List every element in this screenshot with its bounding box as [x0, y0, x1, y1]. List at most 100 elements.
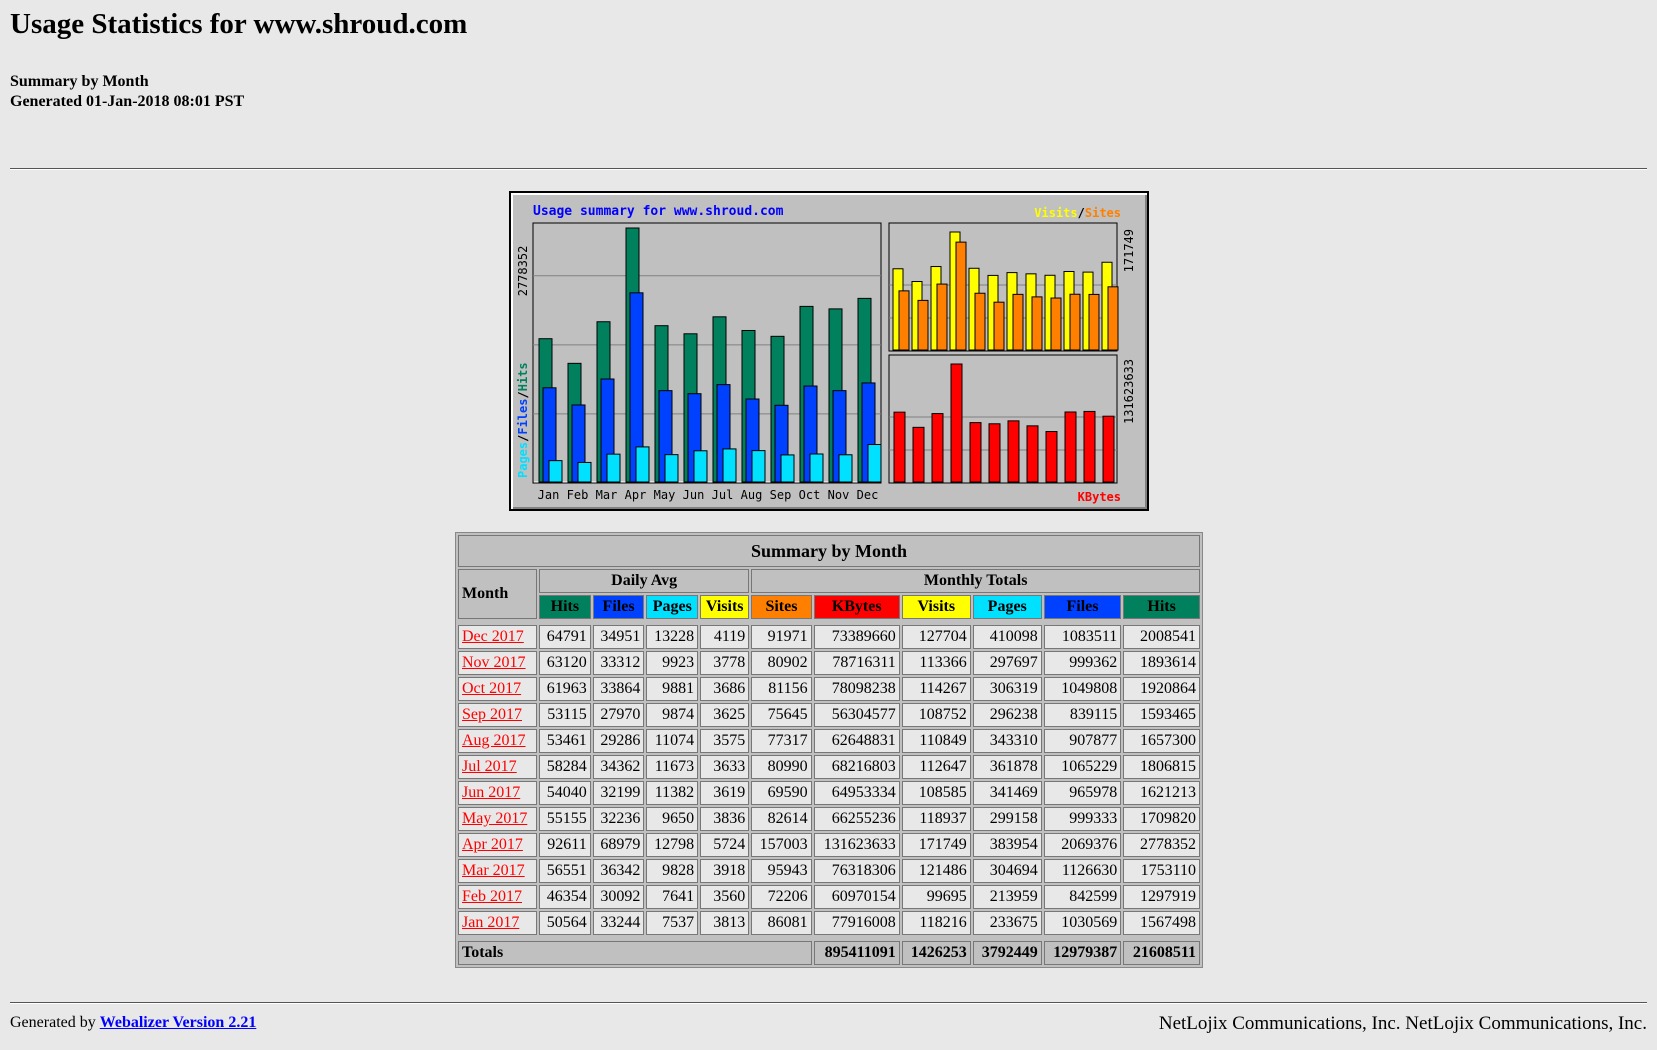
daily-hits-cell: 64791 [539, 625, 591, 649]
month-tick-label: Jan [538, 488, 560, 502]
kbytes-bar [969, 422, 982, 483]
monthly-kbytes-cell: 73389660 [813, 625, 900, 649]
monthly-sites-cell: 82614 [751, 807, 812, 831]
month-link[interactable]: Apr 2017 [462, 836, 523, 853]
month-cell: Nov 2017 [458, 651, 537, 675]
pages-bar [635, 446, 650, 483]
month-cell: Jul 2017 [458, 755, 537, 779]
monthly-visits-cell: 114267 [901, 677, 971, 701]
daily-hits-cell: 56551 [539, 859, 591, 883]
daily-hits-cell: 92611 [539, 833, 591, 857]
monthly-kbytes-cell: 78716311 [813, 651, 900, 675]
monthly-hits-cell: 1657300 [1123, 729, 1200, 753]
month-tick-label: Nov [828, 488, 850, 502]
month-tick-label: Jul [712, 488, 734, 502]
footer-generated-by-text: Generated by [10, 1014, 96, 1031]
kbytes-legend: KBytes [1078, 490, 1121, 504]
totals-row: Totals 895411091 1426253 3792449 12979387 216… [458, 941, 1200, 965]
pages-legend: Pages [516, 442, 530, 478]
month-tick-label: Dec [857, 488, 879, 502]
sites-bar [1012, 293, 1024, 351]
month-link[interactable]: May 2017 [462, 810, 528, 827]
monthly-hits-cell: 2008541 [1123, 625, 1200, 649]
monthly-kbytes-cell: 56304577 [813, 703, 900, 727]
daily-visits-cell: 3625 [700, 703, 750, 727]
daily-visits-cell: 5724 [700, 833, 750, 857]
month-cell: Mar 2017 [458, 859, 537, 883]
month-link[interactable]: Aug 2017 [462, 732, 526, 749]
daily-pages-cell: 7537 [646, 911, 699, 935]
monthly-pages-cell: 233675 [972, 911, 1042, 935]
monthly-sites-cell: 80990 [751, 755, 812, 779]
left-panel-frame [532, 222, 882, 484]
monthly-pages-cell: 410098 [972, 625, 1042, 649]
month-cell: Oct 2017 [458, 677, 537, 701]
daily-pages-cell: 9874 [646, 703, 699, 727]
month-link[interactable]: Dec 2017 [462, 628, 524, 645]
sites-bar [1050, 297, 1062, 351]
monthly-files-cell: 1126630 [1043, 859, 1122, 883]
monthly-files-cell: 1065229 [1043, 755, 1122, 779]
daily-files-cell: 29286 [592, 729, 645, 753]
daily-hits-cell: 53115 [539, 703, 591, 727]
monthly-pages-cell: 343310 [972, 729, 1042, 753]
webalizer-link[interactable]: Webalizer Version 2.21 [99, 1014, 257, 1031]
daily-files-cell: 33312 [592, 651, 645, 675]
pages-bar [751, 450, 766, 483]
monthly-sites-cell: 95943 [751, 859, 812, 883]
month-link[interactable]: Sep 2017 [462, 706, 522, 723]
pages-bar [548, 460, 563, 483]
monthly-visits-cell: 121486 [901, 859, 971, 883]
monthly-kbytes-cell: 66255236 [813, 807, 900, 831]
daily-visits-cell: 3778 [700, 651, 750, 675]
row-separator-cell [458, 937, 1200, 939]
sites-legend: Sites [1085, 206, 1121, 220]
monthly-sites-cell: 69590 [751, 781, 812, 805]
daily-files-header: Files [592, 595, 645, 619]
left-axis-legend: Pages/Files/Hits [516, 362, 530, 478]
daily-files-cell: 32199 [592, 781, 645, 805]
monthly-pages-cell: 341469 [972, 781, 1042, 805]
monthly-pages-cell: 304694 [972, 859, 1042, 883]
row-separator [458, 621, 1200, 623]
month-link[interactable]: Oct 2017 [462, 680, 522, 697]
sites-bar [936, 283, 948, 351]
monthly-pages-cell: 213959 [972, 885, 1042, 909]
page-subtitle: Summary by Month [10, 73, 149, 90]
pages-bar [867, 444, 882, 483]
month-link[interactable]: Jul 2017 [462, 758, 517, 775]
monthly-files-cell: 907877 [1043, 729, 1122, 753]
monthly-hits-cell: 1709820 [1123, 807, 1200, 831]
table-row: Jun 2017 54040 32199 11382 3619 69590 64953334… [458, 781, 1200, 805]
table-row: Apr 2017 92611 68979 12798 5724 157003 1316236… [458, 833, 1200, 857]
month-cell: Apr 2017 [458, 833, 537, 857]
sites-bar [1031, 296, 1043, 351]
pages-bar [577, 461, 592, 483]
visits-sites-legend: Visits/Sites [1034, 206, 1121, 220]
sites-bar [993, 301, 1005, 351]
daily-files-cell: 34362 [592, 755, 645, 779]
monthly-pages-cell: 306319 [972, 677, 1042, 701]
monthly-kbytes-cell: 78098238 [813, 677, 900, 701]
pages-bar [722, 448, 737, 483]
monthly-hits-cell: 1806815 [1123, 755, 1200, 779]
monthly-hits-header: Hits [1123, 595, 1200, 619]
monthly-visits-cell: 127704 [901, 625, 971, 649]
kbytes-bar [893, 411, 906, 483]
month-link[interactable]: Nov 2017 [462, 654, 526, 671]
total-pages-cell: 3792449 [972, 941, 1042, 965]
daily-pages-cell: 11673 [646, 755, 699, 779]
month-link[interactable]: Feb 2017 [462, 888, 522, 905]
monthly-kbytes-header: KBytes [813, 595, 900, 619]
table-row: Jul 2017 58284 34362 11673 3633 80990 68216803… [458, 755, 1200, 779]
daily-pages-cell: 11382 [646, 781, 699, 805]
kbytes-bar [1083, 410, 1096, 483]
monthly-files-cell: 1030569 [1043, 911, 1122, 935]
total-visits-cell: 1426253 [901, 941, 971, 965]
monthly-hits-cell: 1593465 [1123, 703, 1200, 727]
month-link[interactable]: Mar 2017 [462, 862, 525, 879]
month-link[interactable]: Jan 2017 [462, 914, 520, 931]
sites-bar [917, 299, 929, 351]
month-cell: Jan 2017 [458, 911, 537, 935]
month-link[interactable]: Jun 2017 [462, 784, 521, 801]
